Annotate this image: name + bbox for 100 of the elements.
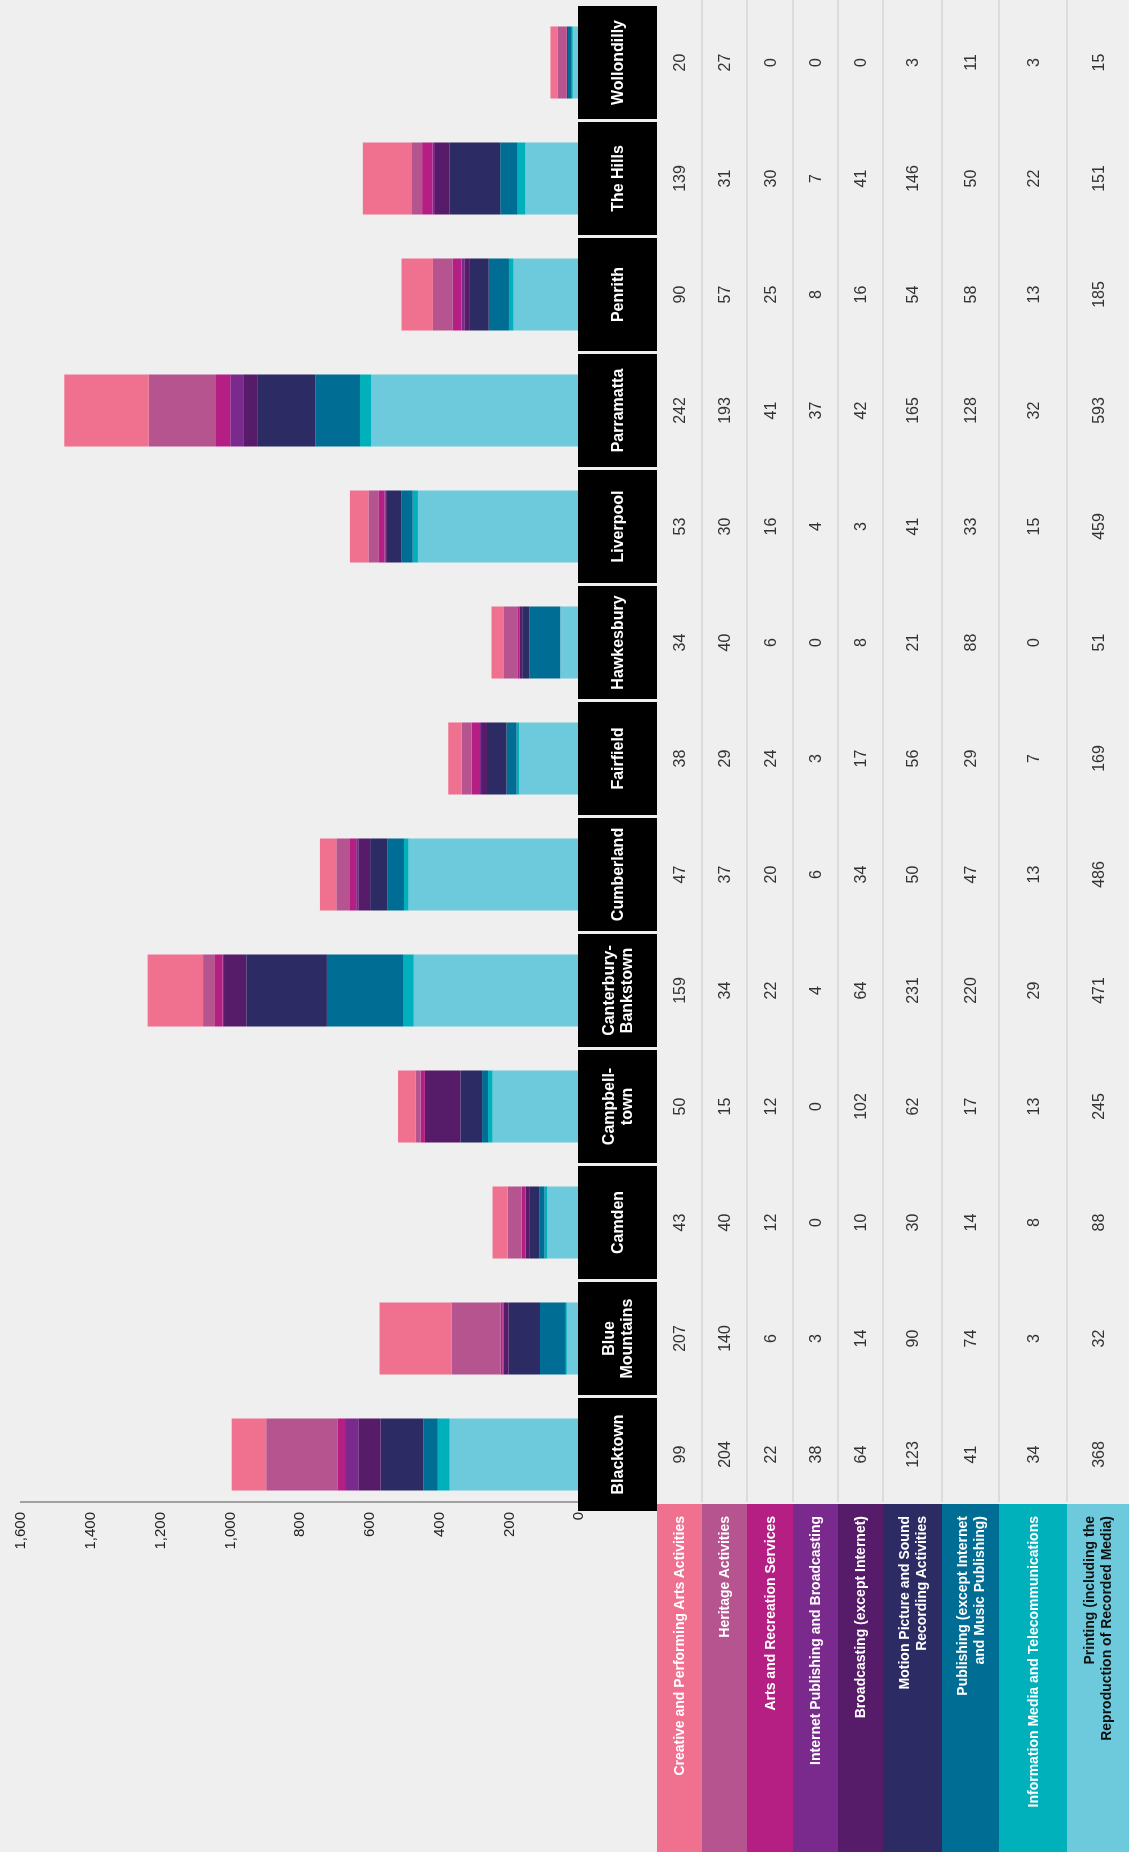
data-label: 30: [716, 517, 734, 536]
data-label: 38: [671, 749, 689, 768]
data-label: 30: [761, 169, 779, 188]
data-label: 0: [1024, 637, 1042, 647]
text: Publishing (except Internet and Music Publishing): [953, 1515, 987, 1696]
data-label: 231: [904, 977, 922, 1004]
data-label: 3: [1024, 57, 1042, 67]
data-label: 207: [671, 1325, 689, 1352]
data-label: 0: [852, 57, 870, 67]
data-label: 8: [807, 289, 825, 299]
data-label: 3: [904, 57, 922, 67]
data-label: 204: [716, 1441, 734, 1468]
y-tick-label: Parramatta: [609, 368, 627, 453]
data-label: 57: [716, 285, 734, 304]
text: Arts and Recreation Services: [761, 1515, 778, 1711]
data-label: 33: [962, 517, 980, 536]
data-label: 6: [807, 869, 825, 879]
data-label: 14: [852, 1329, 870, 1348]
data-label: 593: [1089, 397, 1107, 424]
data-label: 139: [671, 165, 689, 192]
data-label: 54: [904, 285, 922, 304]
data-label: 47: [671, 865, 689, 884]
data-label: 32: [1024, 401, 1042, 420]
data-label: 3: [1024, 1333, 1042, 1343]
data-label: 16: [852, 285, 870, 304]
data-label: 20: [671, 53, 689, 72]
data-label: 12: [761, 1213, 779, 1232]
data-label: 0: [807, 1101, 825, 1111]
data-label: 88: [1089, 1213, 1107, 1232]
data-label: 15: [1024, 517, 1042, 536]
y-tick-label: Canterbury-Bankstown: [600, 945, 636, 1036]
data-label: 90: [904, 1329, 922, 1348]
y-tick-label: Penrith: [609, 266, 627, 323]
text: Printing (including the Reproduction of Recorded Media): [1081, 1515, 1115, 1741]
data-label: 56: [904, 749, 922, 768]
data-label: 29: [962, 749, 980, 768]
data-label: 22: [761, 1445, 779, 1464]
y-tick-label: Liverpool: [609, 490, 627, 563]
data-label: 12: [761, 1097, 779, 1116]
data-label: 242: [671, 397, 689, 424]
x-tick-label: 0: [569, 1512, 587, 1521]
data-label: 245: [1089, 1093, 1107, 1120]
data-label: 47: [962, 865, 980, 884]
data-label: 15: [1089, 53, 1107, 72]
data-label: 220: [962, 977, 980, 1004]
data-label: 22: [761, 981, 779, 1000]
y-tick-label: Camden: [609, 1190, 627, 1255]
data-label: 38: [807, 1445, 825, 1464]
data-label: 50: [962, 169, 980, 188]
x-tick-label: 1,000: [220, 1512, 238, 1550]
data-label: 74: [962, 1329, 980, 1348]
data-label: 0: [807, 1217, 825, 1227]
data-label: 25: [761, 285, 779, 304]
data-label: 7: [1024, 753, 1042, 763]
data-label: 99: [671, 1445, 689, 1464]
data-label: 41: [761, 401, 779, 420]
data-label: 459: [1089, 513, 1107, 540]
data-label: 90: [671, 285, 689, 304]
text: Motion Picture and Sound Recording Activities: [895, 1515, 929, 1690]
data-label: 471: [1089, 977, 1107, 1004]
data-label: 0: [761, 57, 779, 67]
data-label: 13: [1024, 865, 1042, 884]
x-tick-label: 800: [290, 1512, 308, 1538]
x-tick-label: 400: [429, 1512, 447, 1538]
data-label: 159: [671, 977, 689, 1004]
data-label: 17: [962, 1097, 980, 1116]
data-label: 34: [716, 981, 734, 1000]
y-tick-label: Wollondilly: [609, 19, 627, 106]
data-label: 17: [852, 749, 870, 768]
data-label: 30: [904, 1213, 922, 1232]
data-label: 37: [716, 865, 734, 884]
text: Broadcasting (except Internet): [852, 1516, 869, 1719]
data-label: 41: [962, 1445, 980, 1464]
data-label: 88: [962, 633, 980, 652]
data-label: 37: [807, 401, 825, 420]
data-label: 486: [1089, 861, 1107, 888]
x-tick-label: 1,600: [11, 1512, 29, 1550]
data-label: 24: [761, 749, 779, 768]
data-label: 41: [904, 517, 922, 536]
data-label: 40: [716, 633, 734, 652]
data-label: 4: [807, 521, 825, 531]
data-label: 7: [807, 173, 825, 183]
data-label: 13: [1024, 285, 1042, 304]
data-label: 10: [852, 1213, 870, 1232]
data-label: 32: [1089, 1329, 1107, 1348]
data-label: 53: [671, 517, 689, 536]
data-label: 27: [716, 53, 734, 72]
data-label: 4: [807, 985, 825, 995]
data-label: 50: [904, 865, 922, 884]
data-label: 22: [1024, 169, 1042, 188]
data-label: 193: [716, 397, 734, 424]
data-label: 368: [1089, 1441, 1107, 1468]
y-tick-label: Blue Mountains: [600, 1298, 636, 1379]
data-label: 58: [962, 285, 980, 304]
data-label: 64: [852, 1445, 870, 1464]
y-tick-label: Cumberland: [609, 827, 627, 922]
data-label: 3: [807, 753, 825, 763]
data-label: 0: [807, 57, 825, 67]
x-tick-label: 600: [360, 1512, 377, 1538]
y-tick-label: The Hills: [609, 145, 627, 212]
